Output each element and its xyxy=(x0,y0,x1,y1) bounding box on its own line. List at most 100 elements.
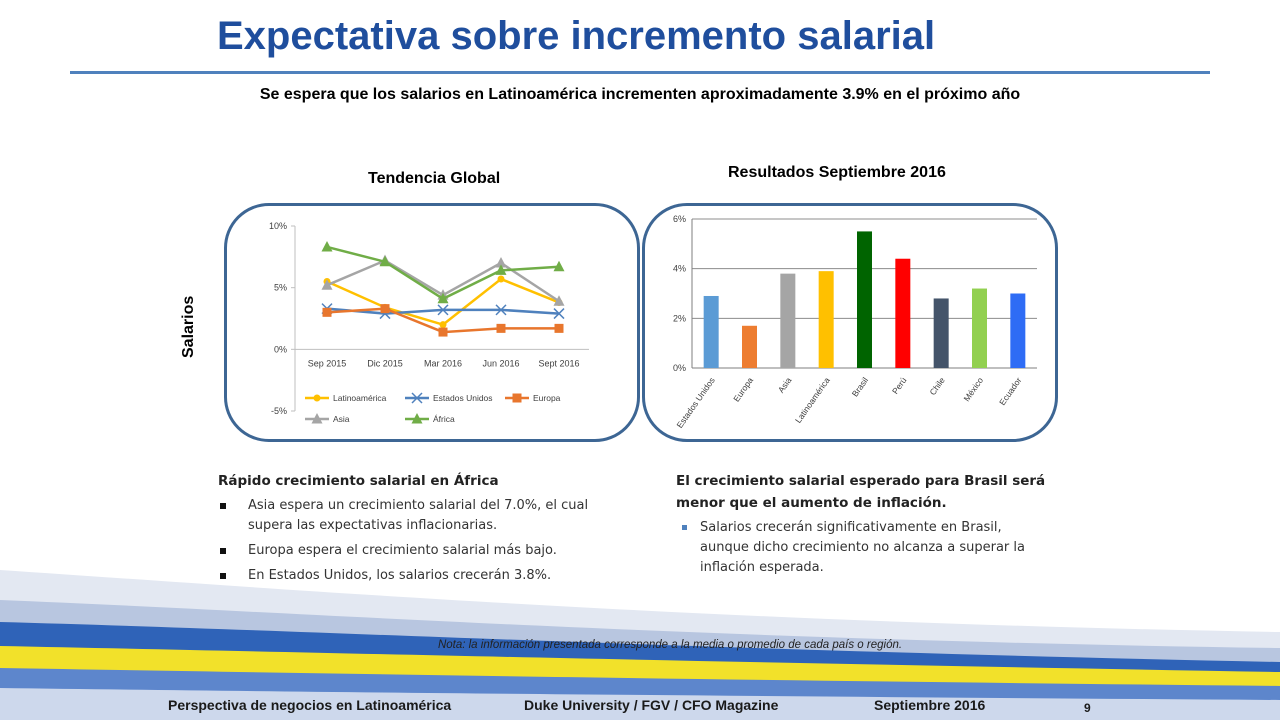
page-number: 9 xyxy=(1084,701,1091,715)
data-point xyxy=(553,260,565,272)
footnote: Nota: la información presentada correspo… xyxy=(437,639,903,651)
data-point xyxy=(321,240,333,252)
data-point xyxy=(495,304,507,316)
x-tick-label: Dic 2015 xyxy=(367,358,403,368)
salarios-side-label: Salarios xyxy=(180,295,197,358)
series-África xyxy=(321,240,565,304)
x-tick-label: Brasil xyxy=(850,375,870,398)
bar-Chile xyxy=(933,298,949,368)
list-item: Asia espera un crecimiento salarial del … xyxy=(218,496,590,536)
legend-item: Latinoamérica xyxy=(305,393,387,403)
left-commentary: Rápido crecimiento salarial en África As… xyxy=(218,470,590,591)
data-point xyxy=(496,323,506,333)
bar-Brasil xyxy=(857,231,872,368)
bar-Ecuador xyxy=(1010,293,1026,368)
data-point xyxy=(495,264,507,275)
data-point xyxy=(438,327,448,337)
line-chart: -5% 0% 5% 10% Sep 2015 Dic 2015 Mar 2016 Jun 20… xyxy=(269,221,589,424)
line-chart-title: Tendencia Global xyxy=(368,170,501,187)
legend-label: Estados Unidos xyxy=(433,393,493,403)
data-point xyxy=(554,323,564,333)
legend-marker xyxy=(411,413,423,424)
legend-marker xyxy=(411,392,423,404)
legend-marker xyxy=(512,393,522,403)
legend-label: Asia xyxy=(333,414,350,424)
page-subtitle: Se espera que los salarios en Latinoamér… xyxy=(259,86,1021,103)
x-tick-label: Asia xyxy=(776,375,794,395)
x-tick-label: Latinoamérica xyxy=(793,375,832,425)
data-point xyxy=(379,255,391,267)
footer-center: Duke University / FGV / CFO Magazine xyxy=(524,697,779,713)
x-tick-label: Sep 2015 xyxy=(308,358,347,368)
bar-Perú xyxy=(895,258,911,368)
legend-label: África xyxy=(433,414,455,424)
right-bullet-list: Salarios crecerán significativamente en … xyxy=(676,518,1048,578)
x-marker-stroke xyxy=(437,304,449,316)
legend-label: Latinoamérica xyxy=(333,393,387,403)
y-tick-label: 0% xyxy=(274,344,287,354)
footer-left: Perspectiva de negocios en Latinoamérica xyxy=(168,697,452,713)
page-title: Expectativa sobre incremento salarial xyxy=(217,14,936,58)
bullet-square-icon xyxy=(220,573,226,579)
list-item: En Estados Unidos, los salarios crecerán… xyxy=(218,566,590,586)
data-point xyxy=(321,279,333,290)
bullet-text: En Estados Unidos, los salarios crecerán… xyxy=(248,568,552,583)
legend-marker xyxy=(313,394,321,402)
y-tick-label: 0% xyxy=(673,363,686,373)
data-point xyxy=(322,307,332,317)
title-underline xyxy=(70,71,1210,74)
bullet-text: Salarios crecerán significativamente en … xyxy=(700,520,1025,575)
y-tick-label: 6% xyxy=(673,214,686,224)
y-tick-label: -5% xyxy=(271,406,287,416)
legend-item: Estados Unidos xyxy=(405,392,493,404)
y-tick-label: 5% xyxy=(274,283,287,293)
series-Estados Unidos xyxy=(321,303,565,320)
bar-Estados Unidos xyxy=(703,295,719,368)
x-tick-label: Estados Unidos xyxy=(674,375,716,430)
legend-item: Europa xyxy=(505,393,561,403)
list-item: Europa espera el crecimiento salarial má… xyxy=(218,541,590,561)
bar-Asia xyxy=(780,273,796,368)
list-item: Salarios crecerán significativamente en … xyxy=(676,518,1048,578)
y-tick-label: 4% xyxy=(673,264,686,274)
right-commentary: El crecimiento salarial esperado para Br… xyxy=(676,470,1048,583)
footer-right: Septiembre 2016 xyxy=(874,697,986,713)
data-point xyxy=(439,321,447,329)
x-tick-label: Jun 2016 xyxy=(482,358,519,368)
x-marker-stroke xyxy=(495,304,507,316)
data-point xyxy=(437,292,449,304)
data-point xyxy=(437,304,449,316)
x-tick-label: Europa xyxy=(731,375,755,403)
x-marker-stroke xyxy=(411,392,423,404)
bar-Europa xyxy=(742,325,757,368)
data-point xyxy=(553,295,565,306)
right-commentary-heading: El crecimiento salarial esperado para Br… xyxy=(676,473,1046,511)
data-point xyxy=(495,257,507,268)
data-point xyxy=(553,308,565,320)
x-tick-label: Sept 2016 xyxy=(538,358,579,368)
bar-chart-title: Resultados Septiembre 2016 xyxy=(728,164,946,181)
bar-chart-panel: 0% 2% 4% 6% Estados Unidos Europa Asia Latinoam… xyxy=(642,203,1058,442)
bullet-square-icon xyxy=(220,548,226,554)
data-point xyxy=(380,304,390,314)
x-tick-label: Ecuador xyxy=(997,375,1023,407)
left-commentary-heading: Rápido crecimiento salarial en África xyxy=(218,473,499,489)
bullet-square-icon xyxy=(682,525,687,530)
x-tick-label: México xyxy=(961,375,985,403)
line-chart-panel: -5% 0% 5% 10% Sep 2015 Dic 2015 Mar 2016 Jun 20… xyxy=(224,203,640,442)
legend-marker xyxy=(311,413,323,424)
y-tick-label: 10% xyxy=(269,221,287,231)
bar-México xyxy=(972,288,987,368)
left-bullet-list: Asia espera un crecimiento salarial del … xyxy=(218,496,590,586)
data-point xyxy=(497,275,505,283)
bullet-text: Asia espera un crecimiento salarial del … xyxy=(248,498,589,533)
legend-item: África xyxy=(405,413,455,424)
legend-label: Europa xyxy=(533,393,561,403)
bar-Latinoamérica xyxy=(818,271,834,368)
legend-item: Asia xyxy=(305,413,350,424)
series-Europa xyxy=(322,304,564,337)
x-tick-label: Perú xyxy=(890,375,909,396)
x-tick-label: Chile xyxy=(928,375,947,397)
y-tick-label: 2% xyxy=(673,313,686,323)
